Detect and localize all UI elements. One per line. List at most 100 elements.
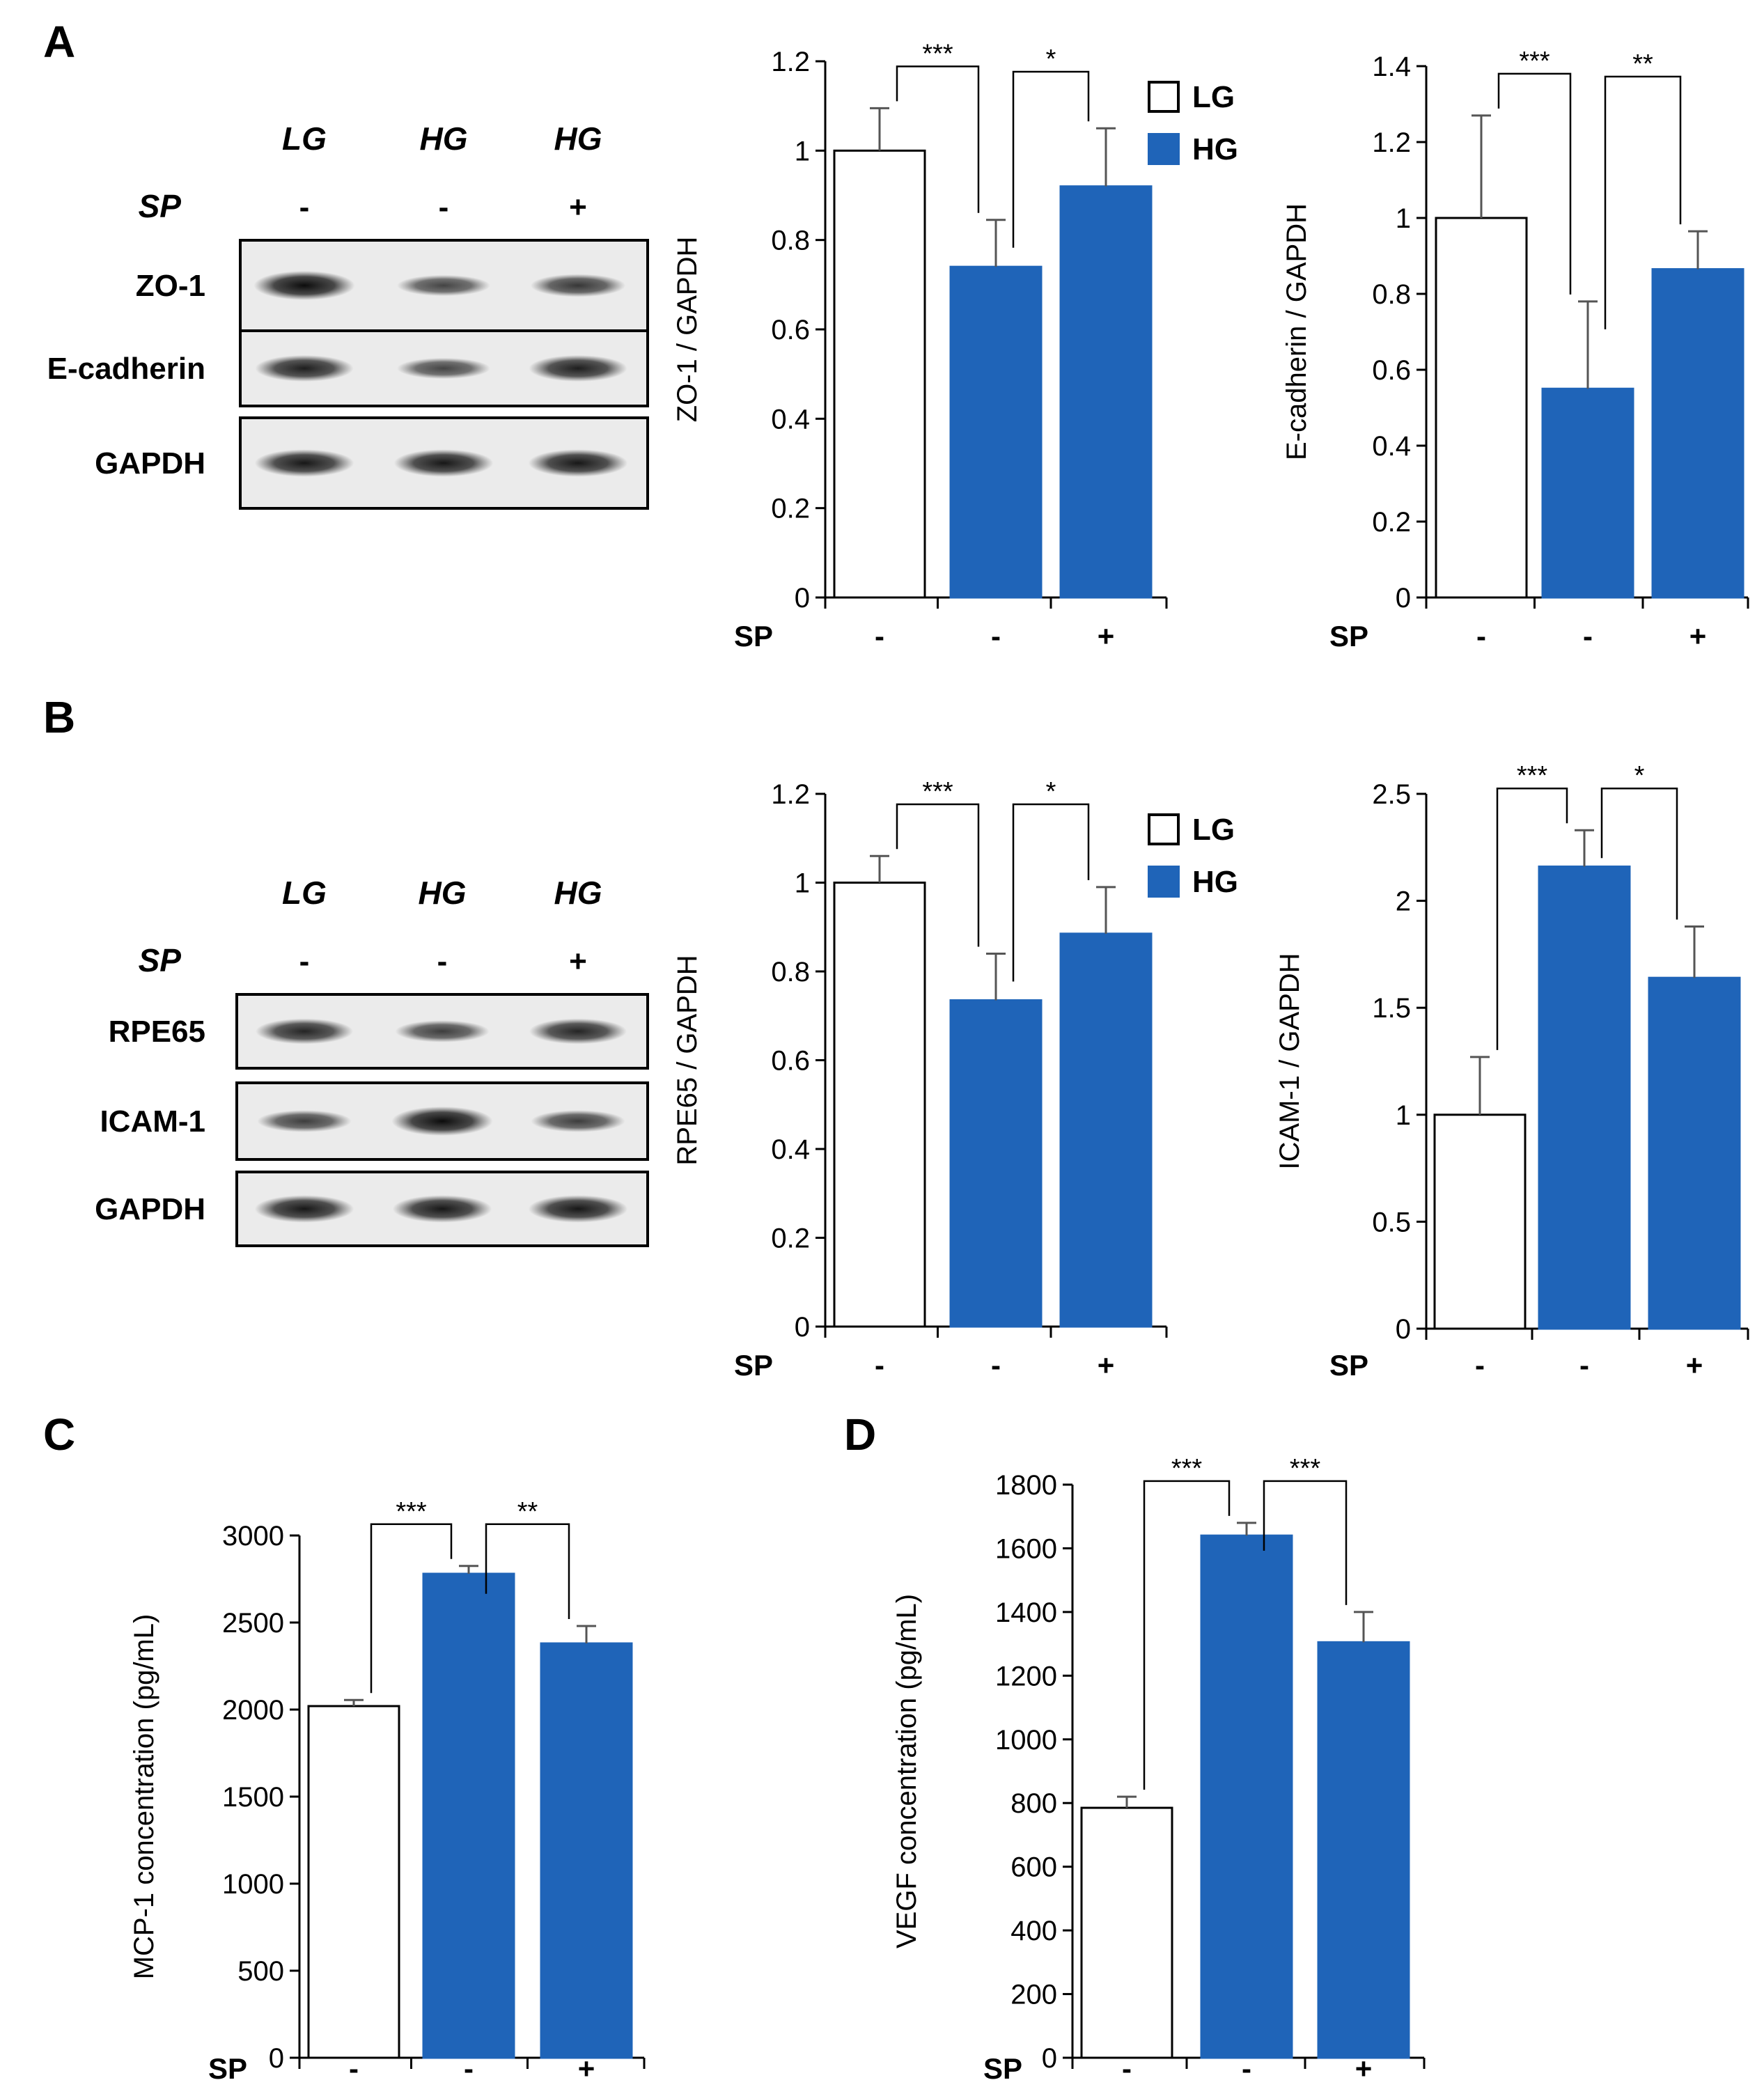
blot-band-label: E-cadherin bbox=[47, 352, 205, 386]
blot-condition-label: HG bbox=[419, 875, 467, 911]
blot-band-label: ZO-1 bbox=[136, 269, 205, 303]
y-tick-label: 0.4 bbox=[771, 1134, 810, 1165]
y-tick-label: 2000 bbox=[222, 1695, 284, 1726]
x-tick-label: - bbox=[991, 620, 1001, 652]
significance-label: *** bbox=[396, 1497, 427, 1526]
chart-mcp1: 0 500 1000 1500 2000 2500 3000 MCP-1 concentrat… bbox=[129, 1497, 646, 2085]
chart-vegf: 0 200 400 600 800 1000 1200 1400 1600 1800 VEGF co… bbox=[891, 1454, 1426, 2085]
y-axis-label: VEGF concentration (pg/mL) bbox=[891, 1594, 922, 1948]
bar bbox=[1541, 387, 1634, 599]
legend-swatch bbox=[1148, 866, 1180, 898]
y-tick-label: 0.6 bbox=[1372, 355, 1411, 386]
y-tick-label: 200 bbox=[1010, 1980, 1057, 2010]
significance-bracket bbox=[1600, 787, 1678, 920]
bar bbox=[1317, 1641, 1410, 2059]
y-tick-label: 1.2 bbox=[1372, 127, 1411, 158]
blot-sp-value: + bbox=[569, 190, 587, 224]
bar bbox=[307, 1705, 400, 2059]
x-axis-label: SP bbox=[734, 1349, 773, 1382]
bar bbox=[540, 1642, 633, 2059]
significance-bracket bbox=[1143, 1480, 1231, 1790]
blot-band bbox=[254, 1195, 354, 1223]
x-tick-label: + bbox=[1355, 2052, 1373, 2085]
y-tick-label: 2.5 bbox=[1372, 779, 1411, 810]
y-tick-label: 2 bbox=[1396, 886, 1411, 917]
x-tick-label: - bbox=[1122, 2052, 1132, 2085]
bar bbox=[1433, 1113, 1527, 1330]
bar bbox=[949, 265, 1043, 599]
y-tick-label: 0.8 bbox=[771, 226, 810, 256]
significance-label: *** bbox=[922, 777, 953, 806]
y-tick-label: 500 bbox=[237, 1956, 284, 1987]
blot-sp-value: - bbox=[299, 190, 310, 224]
x-tick-label: + bbox=[578, 2052, 595, 2085]
significance-label: *** bbox=[922, 39, 953, 68]
y-tick-label: 1.5 bbox=[1372, 993, 1411, 1024]
x-tick-label: - bbox=[1583, 620, 1593, 652]
legend-swatch bbox=[1148, 133, 1180, 165]
y-axis-label: RPE65 / GAPDH bbox=[672, 955, 703, 1165]
x-tick-label: - bbox=[1579, 1349, 1589, 1382]
significance-label: *** bbox=[1171, 1454, 1203, 1483]
panel-letter-d: D bbox=[844, 1409, 876, 1460]
y-tick-label: 1400 bbox=[995, 1597, 1057, 1628]
bar bbox=[949, 999, 1043, 1328]
y-tick-label: 0 bbox=[1396, 583, 1411, 613]
y-tick-label: 1 bbox=[795, 868, 810, 899]
blot-sp-value: - bbox=[299, 944, 310, 978]
y-tick-label: 0.5 bbox=[1372, 1207, 1411, 1237]
panel-letter-a: A bbox=[43, 17, 75, 67]
panel-letter-c: C bbox=[43, 1409, 75, 1460]
x-axis-label: SP bbox=[983, 2052, 1022, 2085]
blot-panel-a: LG HG HG SP - - + ZO-1 E-cadherin GAPDH bbox=[47, 120, 649, 510]
blot-band bbox=[393, 449, 494, 477]
significance-bracket bbox=[1263, 1480, 1348, 1605]
blot-condition-label: HG bbox=[420, 120, 468, 157]
x-axis-label: SP bbox=[208, 2052, 247, 2085]
significance-bracket bbox=[1497, 72, 1572, 295]
blot-band bbox=[531, 1110, 625, 1132]
blot-band bbox=[530, 274, 626, 297]
y-axis-label: ZO-1 / GAPDH bbox=[672, 237, 703, 423]
y-tick-label: 0.6 bbox=[771, 315, 810, 345]
significance-bracket bbox=[370, 1523, 453, 1694]
western-blots: LG HG HG SP - - + ZO-1 E-cadherin GAPDH LG HG HG SP - -… bbox=[47, 120, 649, 1247]
significance-bracket bbox=[1012, 70, 1090, 248]
significance-label: *** bbox=[1519, 47, 1550, 76]
x-tick-label: - bbox=[1475, 1349, 1485, 1382]
significance-bracket bbox=[1012, 803, 1090, 982]
chart-ecad: 0 0.2 0.4 0.6 0.8 1 1.2 1.4 E-cadherin / GAPDH SP… bbox=[1281, 47, 1749, 652]
y-axis-label: ICAM-1 / GAPDH bbox=[1274, 953, 1305, 1169]
y-tick-label: 0 bbox=[1042, 2043, 1057, 2074]
y-tick-label: 0 bbox=[269, 2043, 284, 2074]
y-tick-label: 0 bbox=[795, 583, 810, 613]
x-tick-label: - bbox=[349, 2052, 359, 2085]
blot-band bbox=[529, 1018, 627, 1045]
y-tick-label: 1 bbox=[795, 136, 810, 166]
y-tick-label: 0 bbox=[795, 1312, 810, 1343]
y-tick-label: 1.2 bbox=[771, 47, 810, 77]
blot-band bbox=[397, 357, 490, 380]
legend-label: HG bbox=[1192, 132, 1238, 166]
y-tick-label: 0.4 bbox=[771, 404, 810, 435]
x-tick-label: - bbox=[991, 1349, 1001, 1382]
blot-condition-label: HG bbox=[554, 875, 602, 911]
bar bbox=[1080, 1806, 1173, 2059]
y-tick-label: 3000 bbox=[222, 1521, 284, 1551]
bar bbox=[1200, 1534, 1293, 2059]
y-tick-label: 1500 bbox=[222, 1782, 284, 1813]
blot-band bbox=[392, 1195, 492, 1223]
blot-band bbox=[257, 1110, 352, 1132]
y-tick-label: 0.6 bbox=[771, 1046, 810, 1077]
significance-label: *** bbox=[1290, 1454, 1321, 1483]
blot-band bbox=[254, 449, 354, 477]
blot-band bbox=[395, 1020, 490, 1042]
panel-letter-b: B bbox=[43, 692, 75, 742]
x-tick-label: - bbox=[1242, 2052, 1251, 2085]
blot-band bbox=[528, 449, 628, 477]
significance-label: ** bbox=[517, 1497, 538, 1526]
bar bbox=[1648, 976, 1741, 1330]
